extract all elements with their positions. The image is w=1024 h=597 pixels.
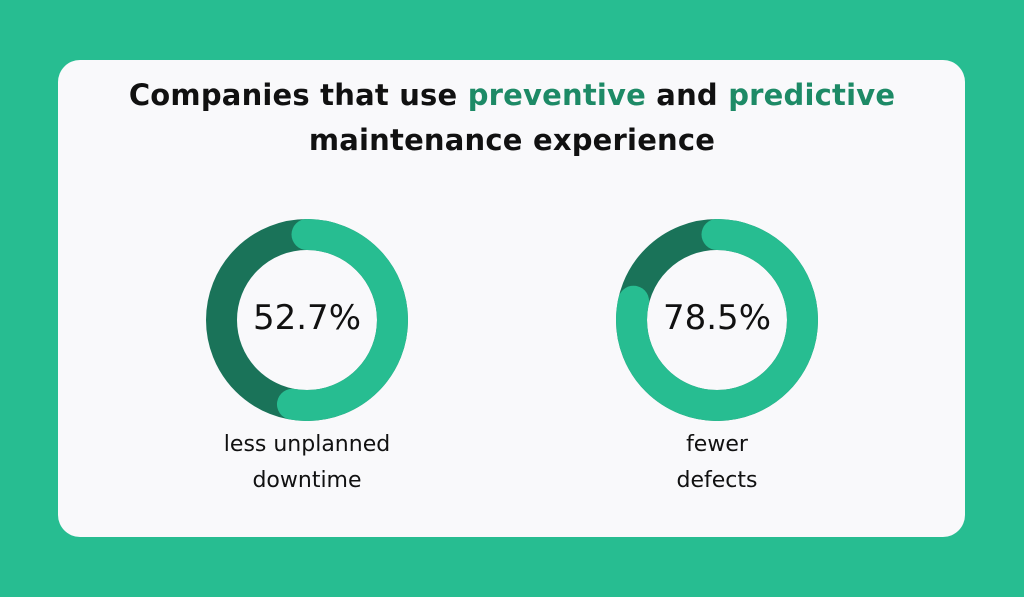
donut-caption-defects: fewer defects (567, 427, 867, 499)
title-text: Companies that use (128, 78, 468, 112)
caption-line: fewer (686, 432, 748, 457)
donut-value-arc (206, 219, 408, 421)
caption-line: less unplanned (223, 432, 391, 457)
title-highlight-preventive: preventive (467, 78, 647, 112)
caption-line: defects (676, 468, 758, 493)
title-line-1: Companies that use preventive and predic… (0, 78, 1024, 112)
donut-value-defects: 78.5% (662, 298, 771, 338)
donut-chart-defects (616, 219, 818, 421)
title-line-2: maintenance experience (308, 123, 716, 157)
donut-caption-downtime: less unplanned downtime (157, 427, 457, 499)
donut-chart-downtime (206, 219, 408, 421)
title-text: and (646, 78, 729, 112)
donut-value-arc (616, 219, 818, 421)
title-highlight-predictive: predictive (728, 78, 896, 112)
caption-line: downtime (252, 468, 362, 493)
donut-value-downtime: 52.7% (252, 298, 361, 338)
